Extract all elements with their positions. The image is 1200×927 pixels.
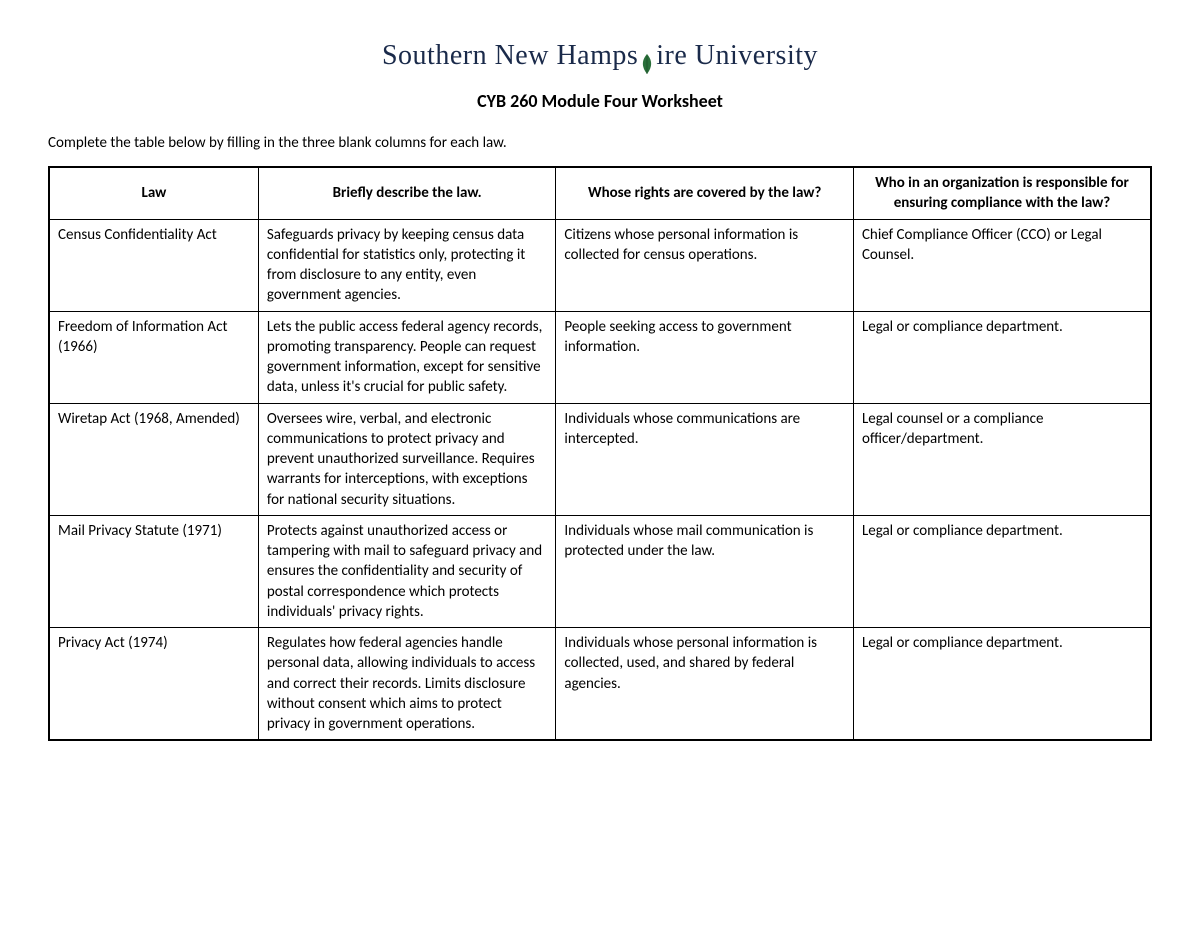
table-row: Mail Privacy Statute (1971) Protects aga… (49, 515, 1151, 627)
cell-responsible: Legal counsel or a compliance officer/de… (853, 403, 1151, 515)
cell-responsible: Legal or compliance department. (853, 628, 1151, 741)
cell-law: Census Confidentiality Act (49, 219, 258, 311)
table-row: Census Confidentiality Act Safeguards pr… (49, 219, 1151, 311)
cell-responsible: Legal or compliance department. (853, 311, 1151, 403)
cell-description: Safeguards privacy by keeping census dat… (258, 219, 556, 311)
col-header-description: Briefly describe the law. (258, 167, 556, 219)
table-row: Freedom of Information Act (1966) Lets t… (49, 311, 1151, 403)
document-header: Southern New Hamps ire University (48, 40, 1152, 72)
col-header-rights: Whose rights are covered by the law? (556, 167, 854, 219)
instruction-text: Complete the table below by filling in t… (48, 134, 1152, 152)
cell-responsible: Chief Compliance Officer (CCO) or Legal … (853, 219, 1151, 311)
leaf-icon (636, 52, 658, 83)
col-header-law: Law (49, 167, 258, 219)
cell-description: Protects against unauthorized access or … (258, 515, 556, 627)
cell-law: Mail Privacy Statute (1971) (49, 515, 258, 627)
institution-name-prefix: Southern New Hamps (382, 40, 638, 71)
table-row: Wiretap Act (1968, Amended) Oversees wir… (49, 403, 1151, 515)
cell-description: Oversees wire, verbal, and electronic co… (258, 403, 556, 515)
cell-rights: Individuals whose personal information i… (556, 628, 854, 741)
cell-rights: Citizens whose personal information is c… (556, 219, 854, 311)
cell-description: Regulates how federal agencies handle pe… (258, 628, 556, 741)
cell-responsible: Legal or compliance department. (853, 515, 1151, 627)
document-title: CYB 260 Module Four Worksheet (48, 90, 1152, 112)
table-header-row: Law Briefly describe the law. Whose righ… (49, 167, 1151, 219)
table-row: Privacy Act (1974) Regulates how federal… (49, 628, 1151, 741)
institution-name-suffix: ire University (656, 40, 818, 71)
table-body: Census Confidentiality Act Safeguards pr… (49, 219, 1151, 740)
cell-law: Privacy Act (1974) (49, 628, 258, 741)
col-header-responsible: Who in an organization is responsible fo… (853, 167, 1151, 219)
laws-table: Law Briefly describe the law. Whose righ… (48, 166, 1152, 741)
cell-rights: People seeking access to government info… (556, 311, 854, 403)
cell-law: Wiretap Act (1968, Amended) (49, 403, 258, 515)
cell-rights: Individuals whose communications are int… (556, 403, 854, 515)
cell-description: Lets the public access federal agency re… (258, 311, 556, 403)
cell-law: Freedom of Information Act (1966) (49, 311, 258, 403)
institution-logo: Southern New Hamps ire University (382, 40, 818, 72)
cell-rights: Individuals whose mail communication is … (556, 515, 854, 627)
